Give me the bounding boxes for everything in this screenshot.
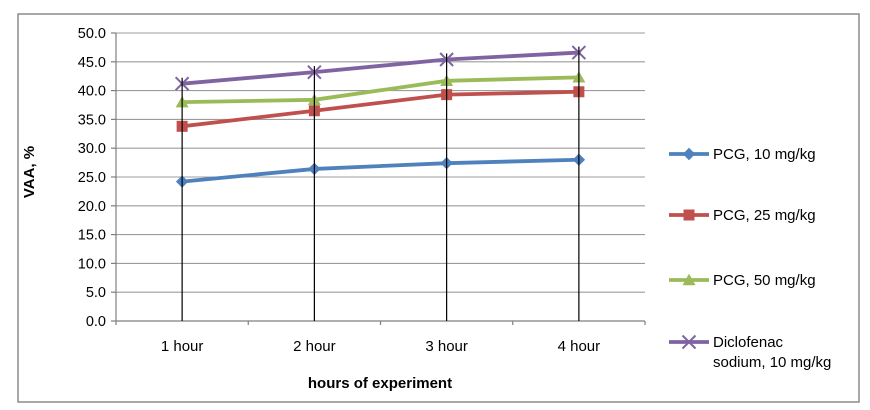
y-tick-label: 30.0 — [78, 141, 106, 157]
x-category-label: 4 hour — [558, 338, 601, 355]
gridlines-layer — [116, 32, 645, 293]
series-line — [180, 75, 581, 105]
legend: PCG, 10 mg/kg PCG, 25 mg/kg PCG, 50 mg/kg D… — [669, 146, 831, 371]
legend-label: PCG, 10 mg/kg — [713, 146, 816, 163]
series-layer — [174, 45, 587, 188]
legend-item: PCG, 10 mg/kg — [669, 146, 816, 163]
y-tick-label: 35.0 — [78, 112, 106, 128]
chart-border — [17, 13, 860, 403]
x-axis-title: hours of experiment — [308, 375, 452, 392]
y-axis-title: VAA, % — [21, 146, 38, 198]
legend-item: Diclofenac sodium, 10 mg/kg — [669, 334, 831, 371]
legend-key-marker — [682, 147, 696, 161]
y-tick-label: 5.0 — [86, 285, 106, 301]
legend-key-marker — [683, 209, 695, 221]
series-line — [180, 157, 581, 184]
legend-label: PCG, 50 mg/kg — [713, 272, 816, 289]
legend-item: PCG, 50 mg/kg — [669, 272, 816, 289]
legend-key-marker — [681, 334, 697, 350]
y-tick-label: 10.0 — [78, 256, 106, 272]
legend-label: PCG, 25 mg/kg — [713, 207, 816, 224]
x-category-label: 2 hour — [293, 338, 336, 355]
legend-label: Diclofenac — [713, 334, 784, 351]
legend-key-marker — [682, 273, 696, 286]
legend-item: PCG, 25 mg/kg — [669, 207, 816, 224]
y-tick-label: 25.0 — [78, 170, 106, 186]
series-line — [180, 50, 581, 86]
axis-labels-layer: 0.0 5.0 10.0 15.0 20.0 25.0 30.0 35.0 40.0 45.0 50… — [78, 26, 600, 355]
series-line — [180, 89, 581, 129]
y-tick-label: 40.0 — [78, 84, 106, 100]
x-category-label: 3 hour — [425, 338, 468, 355]
y-tick-label: 50.0 — [78, 26, 106, 42]
axes-layer — [111, 32, 646, 325]
y-tick-label: 45.0 — [78, 55, 106, 71]
y-tick-label: 20.0 — [78, 199, 106, 215]
x-category-label: 1 hour — [161, 338, 204, 355]
y-tick-label: 0.0 — [86, 314, 106, 330]
y-tick-label: 15.0 — [78, 228, 106, 244]
legend-label: sodium, 10 mg/kg — [713, 354, 831, 371]
drop-lines-layer — [181, 46, 580, 321]
